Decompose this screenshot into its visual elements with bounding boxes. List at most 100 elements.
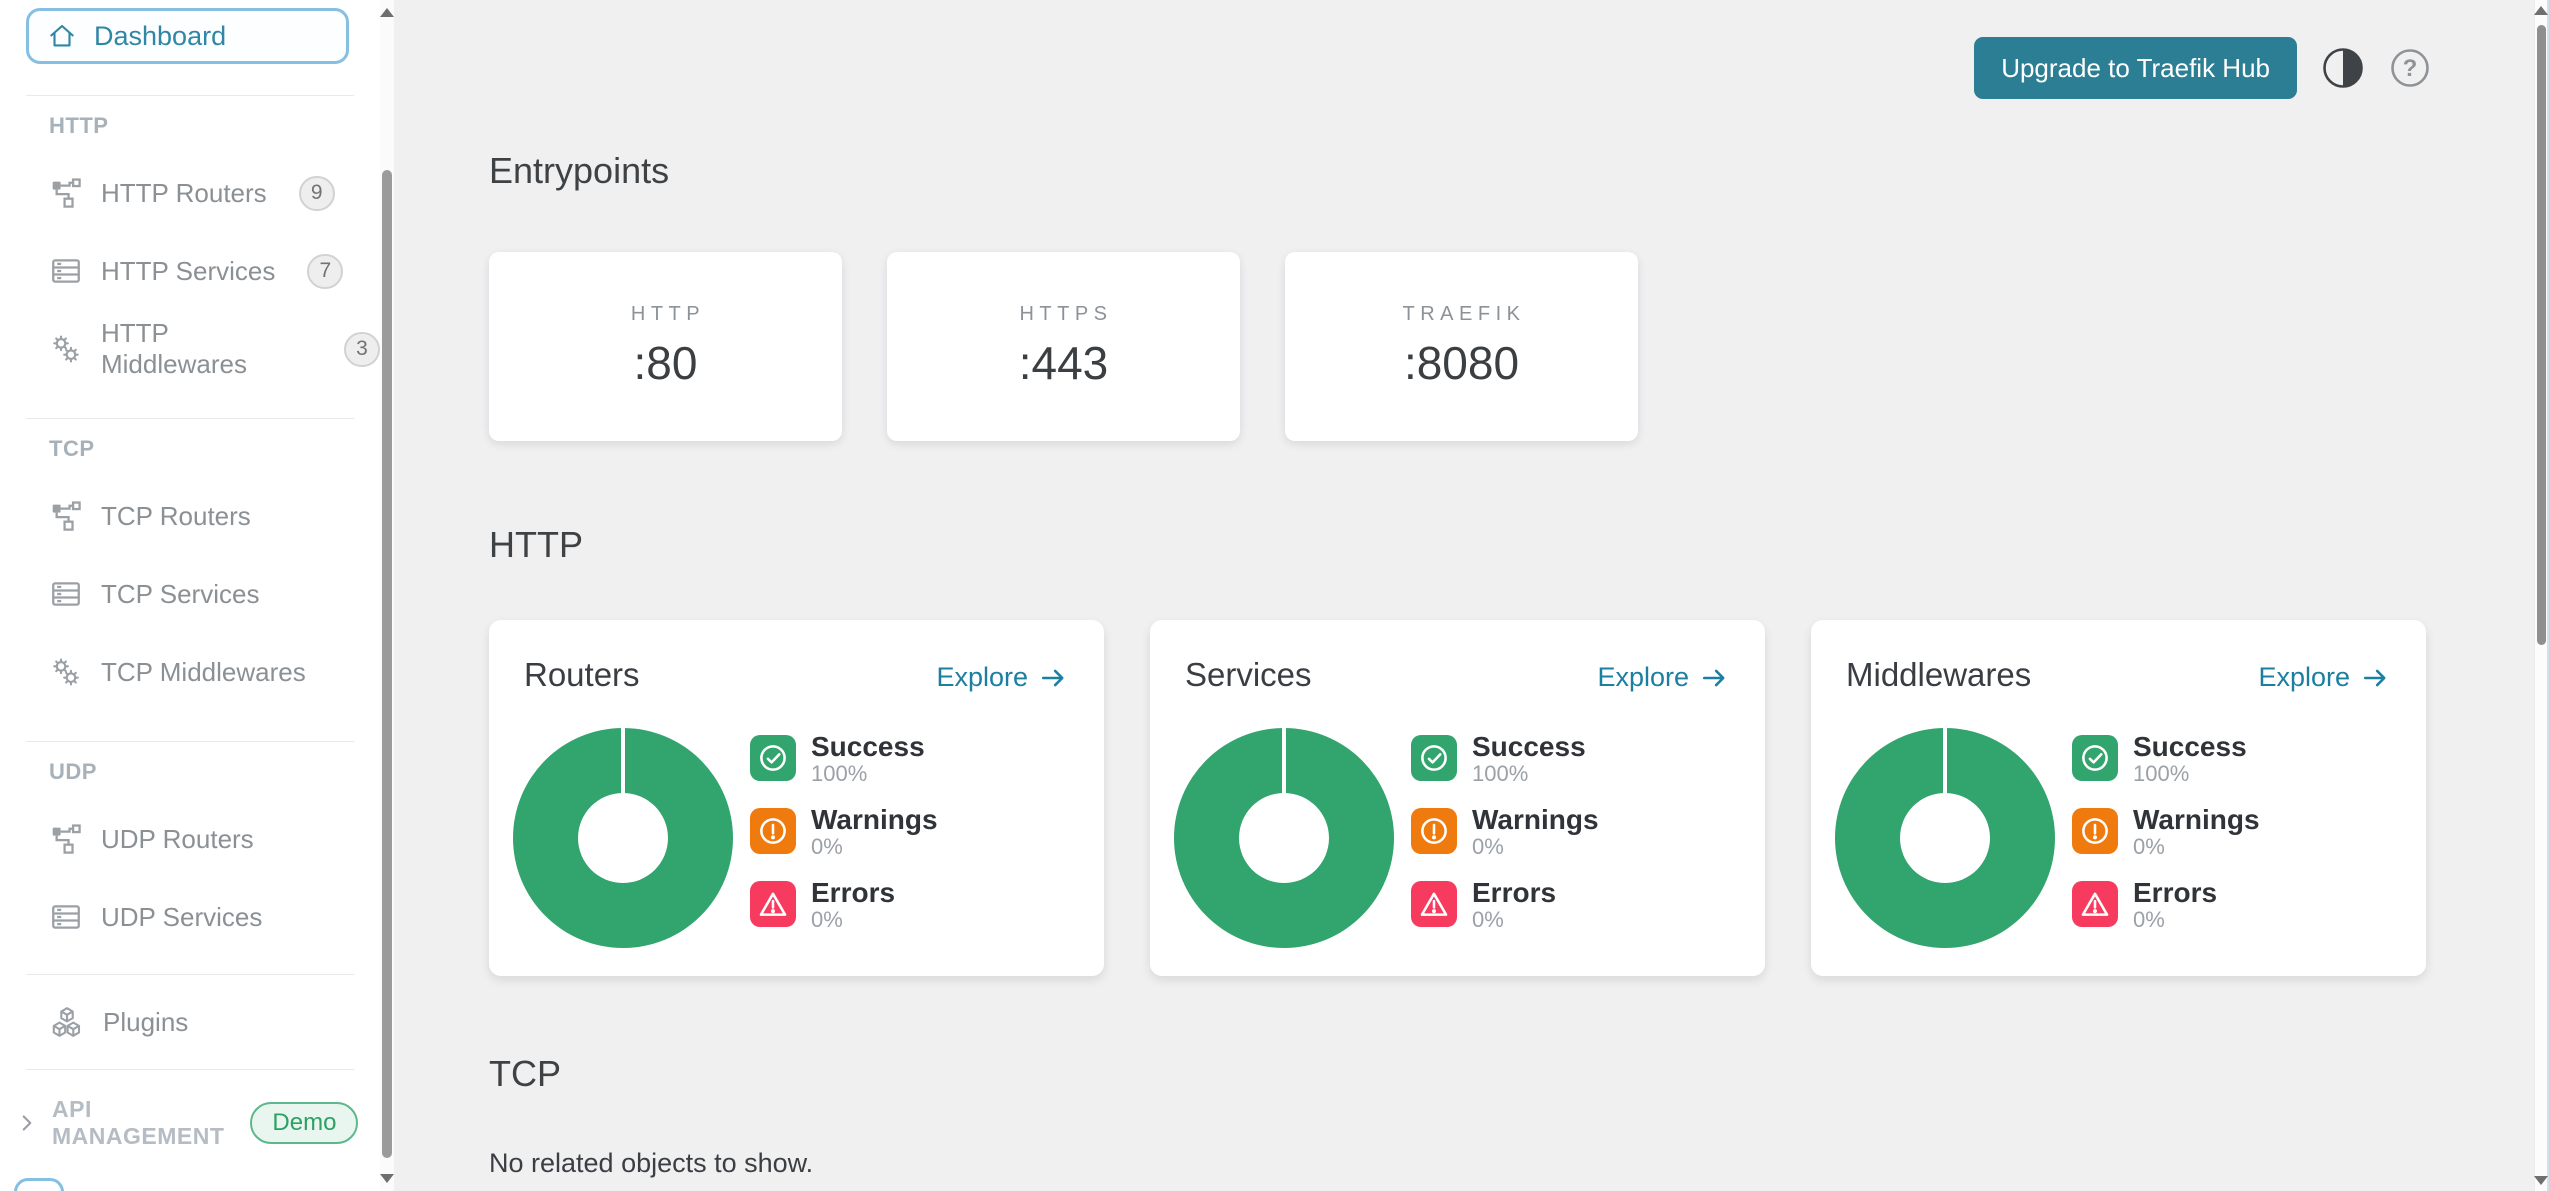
sidebar-item-label: TCP Routers	[101, 500, 251, 531]
services-icon	[52, 582, 80, 606]
sidebar-item-label: UDP Services	[101, 901, 263, 932]
divider	[26, 418, 354, 419]
explore-label: Explore	[2258, 662, 2350, 692]
scroll-up-arrow[interactable]	[380, 8, 394, 17]
stat-label: Errors	[2133, 877, 2218, 908]
help-button[interactable]: ?	[2389, 47, 2431, 89]
stat-label: Warnings	[1472, 804, 1599, 835]
entrypoint-port: :80	[633, 337, 698, 389]
routers-donut-chart	[513, 728, 733, 948]
explore-label: Explore	[936, 662, 1028, 692]
warning-circle-icon	[1411, 808, 1457, 854]
sidebar-item-label: UDP Routers	[101, 823, 254, 854]
sidebar-scrollbar[interactable]	[380, 0, 394, 1191]
entrypoint-port: :443	[1018, 337, 1109, 389]
entrypoint-card-https: HTTPS :443	[887, 252, 1240, 441]
sidebar-section-title-udp: UDP	[49, 759, 97, 784]
count-badge: 3	[344, 331, 380, 367]
contrast-icon	[2323, 48, 2363, 88]
services-explore-link[interactable]: Explore	[1597, 662, 1729, 693]
sidebar-item-api-management[interactable]: API MANAGEMENT Demo	[14, 1096, 380, 1150]
stat-percent: 100%	[2133, 761, 2190, 786]
services-donut-chart	[1174, 728, 1394, 948]
api-management-line2: MANAGEMENT	[52, 1123, 225, 1149]
sidebar-item-plugins[interactable]: Plugins	[0, 983, 380, 1061]
count-badge: 9	[298, 175, 335, 211]
tcp-empty-message: No related objects to show.	[489, 1148, 814, 1178]
stat-label: Warnings	[2133, 804, 2260, 835]
middlewares-explore-link[interactable]: Explore	[2258, 662, 2390, 693]
divider	[26, 974, 354, 975]
success-row: Success 100% 3	[2072, 731, 2549, 785]
routers-explore-link[interactable]: Explore	[936, 662, 1068, 693]
arrow-right-icon	[1702, 669, 1725, 686]
sidebar-item-dashboard[interactable]: Dashboard	[26, 8, 349, 64]
error-triangle-icon	[1411, 881, 1457, 927]
success-check-icon	[2072, 735, 2118, 781]
tcp-section-heading: TCP	[489, 1053, 561, 1094]
chevron-right-icon	[22, 1115, 32, 1131]
services-icon	[52, 905, 80, 929]
scroll-up-arrow[interactable]	[2534, 6, 2548, 15]
arrow-right-icon	[2363, 669, 2386, 686]
stat-label: Warnings	[811, 804, 938, 835]
sidebar-item-label: Dashboard	[94, 20, 227, 51]
error-triangle-icon	[2072, 881, 2118, 927]
sidebar-item-tcp-routers[interactable]: TCP Routers	[0, 477, 380, 555]
theme-toggle-button[interactable]	[2321, 46, 2365, 90]
stat-percent: 0%	[811, 907, 843, 932]
scroll-down-arrow[interactable]	[380, 1174, 394, 1183]
entrypoint-name: TRAEFIK	[1402, 303, 1526, 325]
sidebar-item-label: HTTP Routers	[101, 177, 267, 208]
stat-label: Success	[811, 731, 925, 762]
sidebar-item-udp-routers[interactable]: UDP Routers	[0, 800, 380, 878]
scrollbar-thumb[interactable]	[2537, 25, 2546, 645]
sidebar-item-label: TCP Services	[101, 578, 260, 609]
sidebar-section-title-tcp: TCP	[49, 436, 95, 461]
stat-label: Success	[1472, 731, 1586, 762]
services-card: Services Explore Success 100% 7	[1150, 620, 1931, 976]
scrolled-item-peek	[14, 1178, 64, 1191]
main-content: Upgrade to Traefik Hub ? Entrypoints HTT…	[394, 0, 2549, 1191]
warning-circle-icon	[750, 808, 796, 854]
sidebar-item-tcp-services[interactable]: TCP Services	[0, 555, 380, 633]
stat-label: Errors	[811, 877, 896, 908]
entrypoint-card-traefik: TRAEFIK :8080	[1285, 252, 1638, 441]
stat-label: Errors	[1472, 877, 1557, 908]
routers-card: Routers Explore Success 100% 9	[489, 620, 1270, 976]
sidebar-content: Dashboard HTTP HTTP Routers 9 HTTP Servi…	[0, 0, 380, 1191]
scroll-down-arrow[interactable]	[2534, 1176, 2548, 1185]
services-icon	[52, 259, 80, 283]
sidebar-item-http-routers[interactable]: HTTP Routers 9	[0, 154, 380, 232]
question-mark-icon: ?	[2391, 49, 2429, 87]
scrollbar-thumb[interactable]	[382, 170, 392, 1158]
errors-row: Errors 0% 0	[750, 877, 1270, 931]
warnings-row: Warnings 0% 0	[2072, 804, 2549, 858]
sidebar-item-udp-services[interactable]: UDP Services	[0, 878, 380, 956]
entrypoint-port: :8080	[1403, 337, 1520, 389]
card-title: Services	[1185, 656, 1312, 693]
stat-percent: 100%	[811, 761, 868, 786]
success-check-icon	[1411, 735, 1457, 781]
stat-percent: 0%	[1472, 834, 1504, 859]
sidebar-item-label: HTTP Services	[101, 255, 276, 286]
entrypoints-heading: Entrypoints	[489, 150, 670, 191]
http-section-heading: HTTP	[489, 524, 583, 565]
main-scrollbar[interactable]	[2534, 0, 2549, 1191]
middlewares-donut-chart	[1835, 728, 2055, 948]
middlewares-icon	[53, 335, 79, 363]
routers-icon	[52, 824, 81, 854]
sidebar-item-http-services[interactable]: HTTP Services 7	[0, 232, 380, 310]
svg-text:?: ?	[2403, 55, 2418, 82]
sidebar-item-http-middlewares[interactable]: HTTP Middlewares 3	[0, 310, 380, 388]
entrypoint-card-http: HTTP :80	[489, 252, 842, 441]
upgrade-to-traefik-hub-button[interactable]: Upgrade to Traefik Hub	[1974, 37, 2297, 99]
divider	[26, 741, 354, 742]
sidebar-item-label: HTTP Middlewares	[101, 318, 247, 379]
stat-percent: 0%	[1472, 907, 1504, 932]
sidebar-item-label: TCP Middlewares	[101, 656, 306, 687]
entrypoint-name: HTTP	[630, 303, 706, 325]
error-triangle-icon	[750, 881, 796, 927]
stat-label: Success	[2133, 731, 2247, 762]
sidebar-item-tcp-middlewares[interactable]: TCP Middlewares	[0, 633, 380, 711]
